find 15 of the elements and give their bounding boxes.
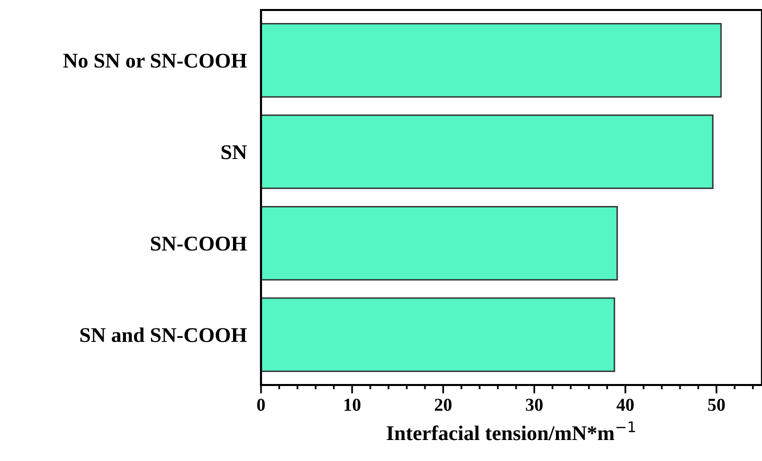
bar <box>261 297 616 372</box>
x-tick-label: 0 <box>257 398 265 411</box>
x-tick-label: 20 <box>434 398 452 411</box>
y-tick-label: No SN or SN-COOH <box>63 54 247 68</box>
x-tick-label: 40 <box>616 398 634 411</box>
y-tick-label: SN <box>222 145 247 160</box>
bar <box>261 114 714 190</box>
x-tick-label: 50 <box>708 398 725 411</box>
bar <box>261 23 722 98</box>
x-tick-label: 30 <box>526 398 543 411</box>
y-tick-label: SN and SN-COOH <box>80 327 247 342</box>
bar <box>261 206 618 281</box>
y-tick-label: SN-COOH <box>150 236 247 251</box>
x-tick-label: 10 <box>344 398 360 411</box>
x-axis-title: Interfacial tension/mN*m$^{−1}$ <box>386 421 635 440</box>
